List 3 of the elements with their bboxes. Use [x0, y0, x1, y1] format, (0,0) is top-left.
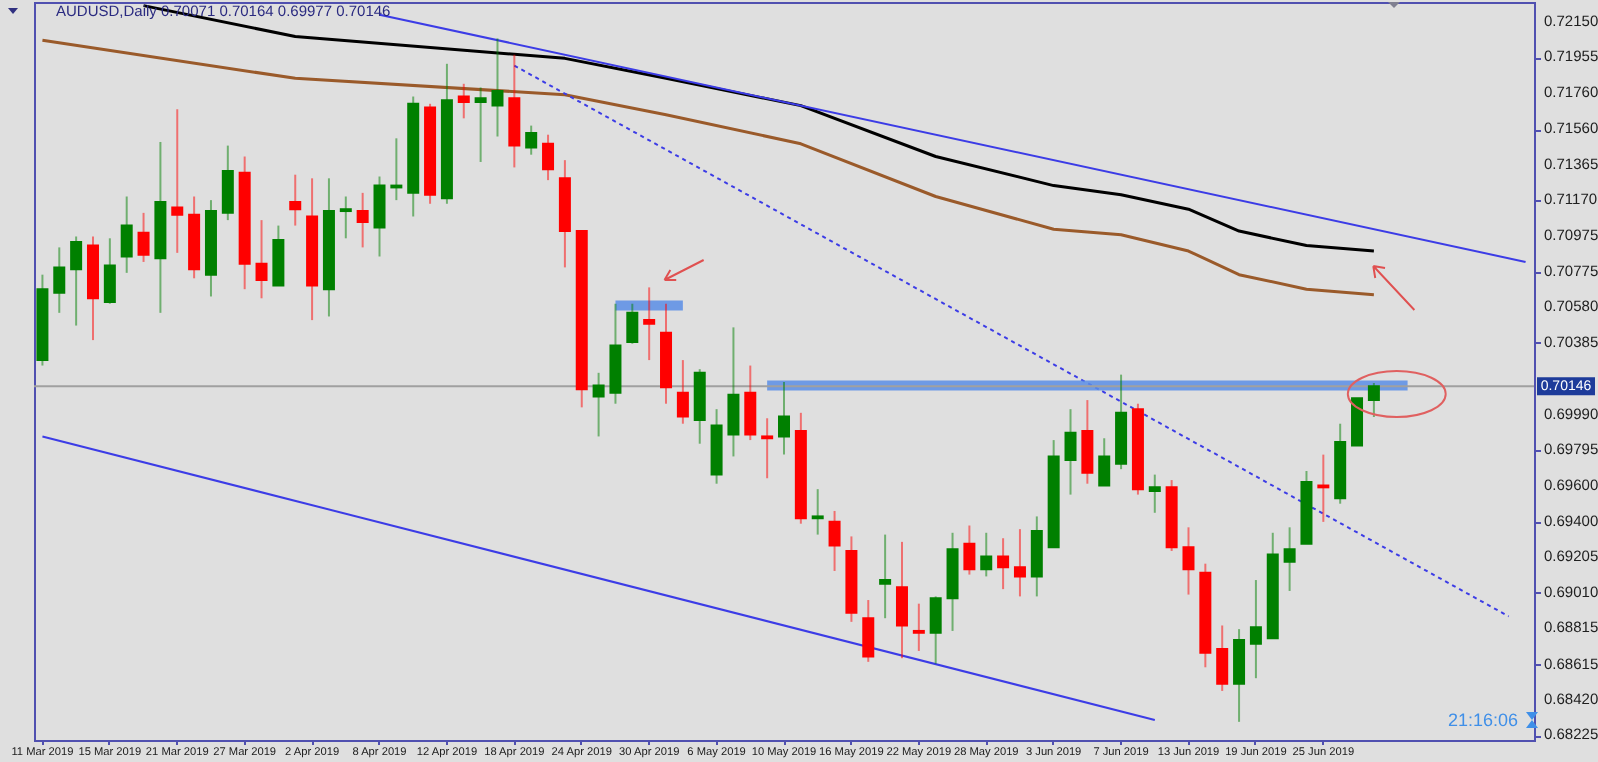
candlestick: [1351, 397, 1364, 447]
line-series: [40, 38, 1376, 297]
annotation: 21:16:06: [1447, 710, 1518, 730]
